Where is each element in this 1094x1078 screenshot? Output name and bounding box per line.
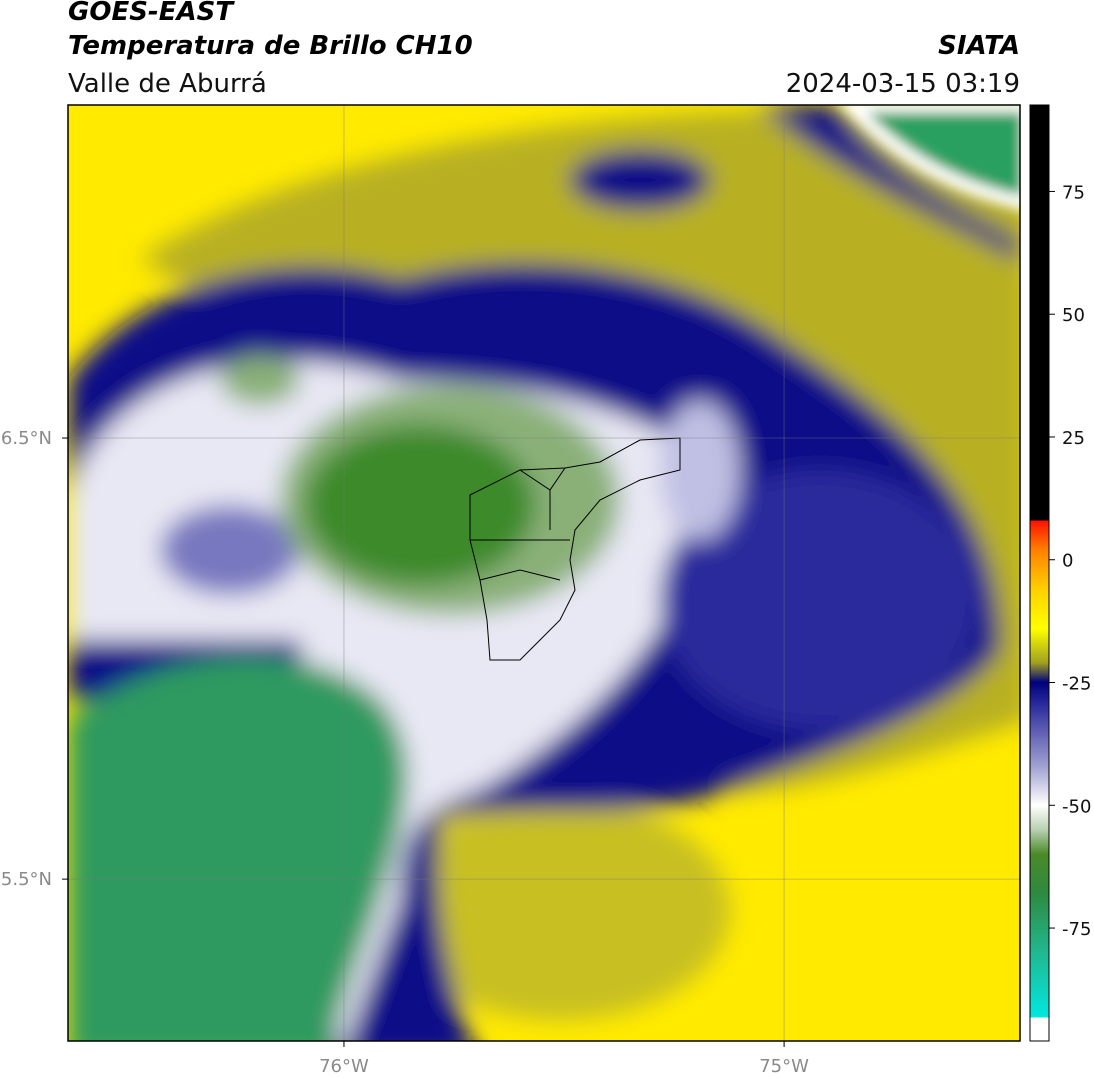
- lat-tick-label: 6.5°N: [1, 428, 52, 449]
- colorbar: [1029, 104, 1050, 1042]
- subtitle: Temperatura de Brillo CH10: [68, 31, 473, 61]
- graticule: [62, 105, 1020, 1047]
- colorbar-tick-label: -25: [1062, 674, 1091, 695]
- lon-tick-label: 76°W: [319, 1056, 369, 1077]
- map-image: [68, 105, 1020, 1041]
- region: Valle de Aburrá: [68, 69, 267, 99]
- colorbar-tick-label: -75: [1062, 919, 1091, 940]
- lat-tick-label: 5.5°N: [1, 869, 52, 890]
- lon-tick-label: 75°W: [759, 1056, 809, 1077]
- colorbar-tick-label: -50: [1062, 796, 1091, 817]
- timestamp: 2024-03-15 03:19: [786, 69, 1020, 99]
- colorbar-tick-label: 0: [1062, 551, 1073, 572]
- map-frame: [67, 104, 1021, 1042]
- title: GOES-EAST: [68, 0, 235, 27]
- colorbar-tick-label: 50: [1062, 305, 1085, 326]
- colorbar-tick-label: 75: [1062, 182, 1085, 203]
- colorbar-tick-label: 25: [1062, 428, 1085, 449]
- source: SIATA: [938, 31, 1020, 61]
